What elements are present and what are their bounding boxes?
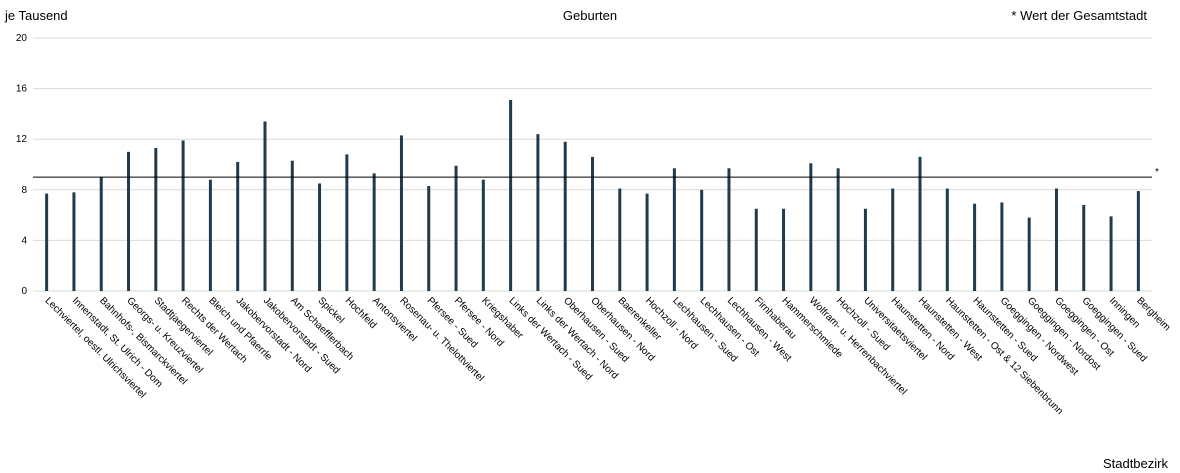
bar — [563, 141, 567, 291]
y-tick-label: 0 — [21, 286, 27, 297]
bar — [809, 163, 813, 291]
x-ticks: Lechviertel, oestl. UlrichsviertelInnens… — [43, 295, 1173, 417]
bar — [236, 161, 240, 291]
bar — [99, 177, 103, 291]
bar — [591, 156, 594, 291]
bar — [727, 168, 731, 291]
bar — [863, 208, 867, 291]
bar — [318, 183, 322, 291]
bar — [290, 160, 294, 291]
bar — [700, 189, 704, 291]
reference-line-group: * — [33, 167, 1159, 178]
bar — [782, 208, 786, 291]
bar — [45, 193, 49, 291]
bar — [754, 208, 758, 291]
bar — [1082, 204, 1086, 291]
bar — [836, 168, 840, 291]
reference-note: * Wert der Gesamtstadt — [1011, 8, 1147, 23]
bar — [1109, 216, 1113, 291]
bar — [345, 154, 349, 291]
x-axis-label: Stadtbezirk — [1102, 456, 1168, 471]
y-axis-label: je Tausend — [5, 8, 68, 23]
bar — [181, 140, 185, 291]
bar — [208, 179, 212, 291]
bar — [645, 193, 649, 291]
bars — [45, 99, 1140, 292]
bar — [454, 165, 458, 291]
bar — [127, 151, 131, 291]
bar — [372, 173, 376, 291]
reference-marker: * — [1155, 167, 1159, 178]
bar — [1027, 217, 1031, 291]
bar — [154, 148, 158, 291]
x-tick-label: Bergheim — [1134, 295, 1172, 333]
x-tick-label: Lechviertel, oestl. Ulrichsviertel — [43, 295, 148, 400]
bar — [72, 192, 76, 291]
chart-title: Geburten — [562, 8, 618, 23]
bar — [618, 188, 622, 291]
bar — [427, 186, 431, 291]
bar — [672, 168, 676, 291]
bar — [481, 179, 485, 291]
bar — [973, 203, 977, 291]
y-tick-label: 8 — [21, 185, 27, 196]
y-tick-label: 20 — [16, 33, 28, 44]
bar — [891, 188, 895, 291]
y-tick-label: 12 — [16, 134, 28, 145]
bar — [1136, 191, 1140, 291]
y-ticks: 0 4 8 12 16 20 — [16, 33, 28, 297]
bar — [1000, 202, 1004, 291]
bar — [1054, 188, 1058, 291]
bar — [399, 135, 403, 291]
bar — [536, 134, 540, 291]
gridlines — [33, 37, 1152, 292]
bar — [918, 156, 922, 291]
bar — [945, 188, 949, 291]
bar — [509, 99, 513, 291]
y-tick-label: 16 — [16, 84, 28, 95]
y-tick-label: 4 — [21, 235, 27, 246]
bar — [263, 121, 267, 292]
